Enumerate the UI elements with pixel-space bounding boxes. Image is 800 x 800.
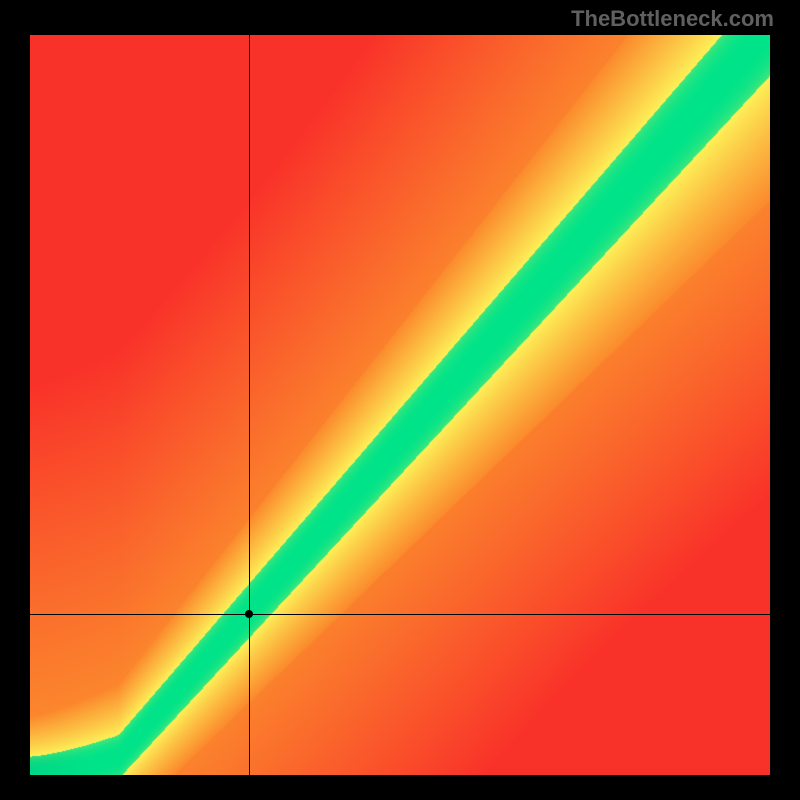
bottleneck-heatmap bbox=[30, 35, 770, 775]
watermark-text: TheBottleneck.com bbox=[571, 6, 774, 32]
chart-frame: TheBottleneck.com bbox=[0, 0, 800, 800]
